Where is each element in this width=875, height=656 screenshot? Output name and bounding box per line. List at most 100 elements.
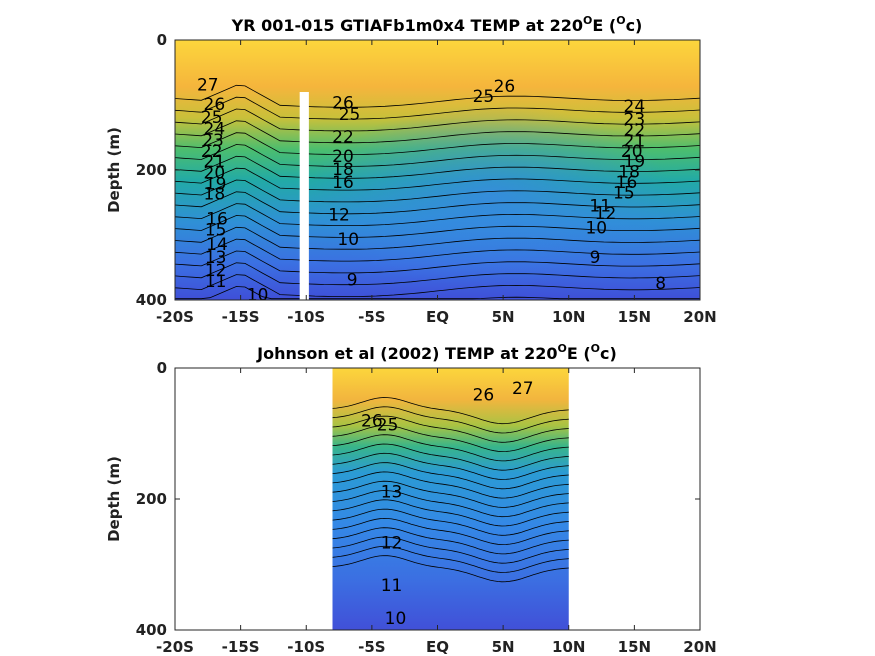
contour-line	[332, 499, 569, 527]
contour-label: 13	[205, 248, 227, 268]
contour-label: 19	[205, 174, 227, 194]
contour-line	[174, 191, 701, 215]
contour-line	[174, 96, 701, 120]
contour-label: 25	[339, 105, 361, 125]
contour-label: 10	[247, 285, 269, 305]
contour-label: 25	[377, 416, 399, 436]
contour-line	[174, 120, 701, 144]
contour-label: 19	[624, 152, 646, 172]
x-tick-label: 10N	[552, 638, 585, 656]
bottom-y-axis-label: Depth (m)	[105, 456, 123, 542]
x-tick-label: -20S	[156, 638, 194, 656]
contour-label: 18	[332, 160, 354, 180]
contour-line	[174, 155, 701, 179]
x-tick-label: EQ	[426, 308, 449, 326]
y-tick-label: 0	[157, 31, 167, 49]
y-tick-label: 200	[136, 490, 167, 508]
contour-label: 12	[381, 534, 403, 554]
contour-label: 9	[347, 271, 358, 291]
contour-label: 12	[328, 206, 350, 226]
bottom-title: Johnson et al (2002) TEMP at 220OE (Oc)	[256, 342, 617, 363]
bottom-contour-panel: Johnson et al (2002) TEMP at 220OE (Oc) …	[105, 342, 717, 656]
x-tick-label: 15N	[618, 638, 651, 656]
contour-label: 16	[206, 209, 228, 229]
contour-label: 12	[205, 261, 227, 281]
contour-line	[332, 406, 569, 434]
contour-line	[332, 471, 569, 499]
contour-label: 25	[473, 87, 495, 107]
contour-label: 24	[204, 120, 226, 140]
x-tick-label: 15N	[618, 308, 651, 326]
y-tick-label: 400	[136, 621, 167, 639]
contour-label: 27	[512, 379, 534, 399]
contour-label: 21	[204, 152, 226, 172]
contour-label: 10	[585, 219, 607, 239]
contour-line	[174, 274, 701, 297]
contour-label: 14	[206, 235, 228, 255]
x-tick-label: 20N	[683, 638, 716, 656]
contour-label: 8	[655, 274, 666, 294]
contour-line	[332, 424, 569, 453]
contour-line	[174, 262, 701, 286]
contour-line	[174, 226, 701, 250]
contour-line	[332, 508, 569, 536]
temperature-field	[332, 368, 569, 630]
temperature-field-overlay	[175, 40, 700, 300]
contour-label: 11	[589, 196, 611, 216]
contour-line	[174, 132, 701, 155]
contour-line	[174, 108, 701, 132]
contour-label: 26	[494, 77, 516, 97]
top-title: YR 001-015 GTIAFb1m0x4 TEMP at 220OE (Oc…	[231, 14, 643, 35]
contour-label: 10	[385, 609, 407, 629]
contour-label: 26	[361, 412, 383, 432]
x-tick-label: 5N	[492, 638, 515, 656]
contour-line	[174, 238, 701, 262]
contour-lines	[332, 397, 569, 583]
x-tick-label: -20S	[156, 308, 194, 326]
contour-label: 22	[201, 142, 223, 162]
contour-label: 22	[332, 128, 354, 148]
contour-label: 18	[204, 185, 226, 205]
contour-line	[332, 443, 569, 471]
contour-line	[332, 490, 569, 518]
contour-line	[332, 434, 569, 462]
contour-label: 25	[201, 108, 223, 128]
y-tick-label: 400	[136, 291, 167, 309]
contour-line	[332, 415, 569, 443]
top-contour-panel: YR 001-015 GTIAFb1m0x4 TEMP at 220OE (Oc…	[105, 14, 717, 326]
x-tick-label: -10S	[287, 638, 325, 656]
contour-line	[332, 517, 569, 546]
contour-label: 20	[204, 163, 226, 183]
contour-label: 10	[337, 230, 359, 250]
contour-label: 26	[332, 94, 354, 114]
x-tick-label: -15S	[222, 638, 260, 656]
contour-label: 9	[590, 248, 601, 268]
contour-label: 20	[332, 147, 354, 167]
contour-line	[174, 250, 701, 274]
x-tick-label: -10S	[287, 308, 325, 326]
contour-line	[174, 144, 701, 167]
x-tick-label: -5S	[358, 638, 385, 656]
contour-label: 16	[616, 173, 638, 193]
contour-label: 16	[332, 173, 354, 193]
x-tick-label: 10N	[552, 308, 585, 326]
contour-label: 20	[621, 142, 643, 162]
contour-line	[174, 167, 701, 191]
top-plot-area: 2726252423222120191816151413121110262522…	[136, 31, 717, 326]
missing-data-band	[299, 92, 309, 300]
contour-label: 21	[624, 131, 646, 151]
contour-line	[332, 527, 569, 555]
x-tick-label: -5S	[358, 308, 385, 326]
contour-lines	[174, 84, 701, 300]
contour-label: 22	[624, 121, 646, 141]
contour-line	[174, 179, 701, 203]
x-tick-label: -15S	[222, 308, 260, 326]
contour-label: 26	[204, 95, 226, 115]
contour-label: 15	[205, 220, 227, 240]
contour-line	[174, 84, 701, 108]
contour-label: 26	[473, 386, 495, 406]
contour-label: 23	[202, 131, 224, 151]
